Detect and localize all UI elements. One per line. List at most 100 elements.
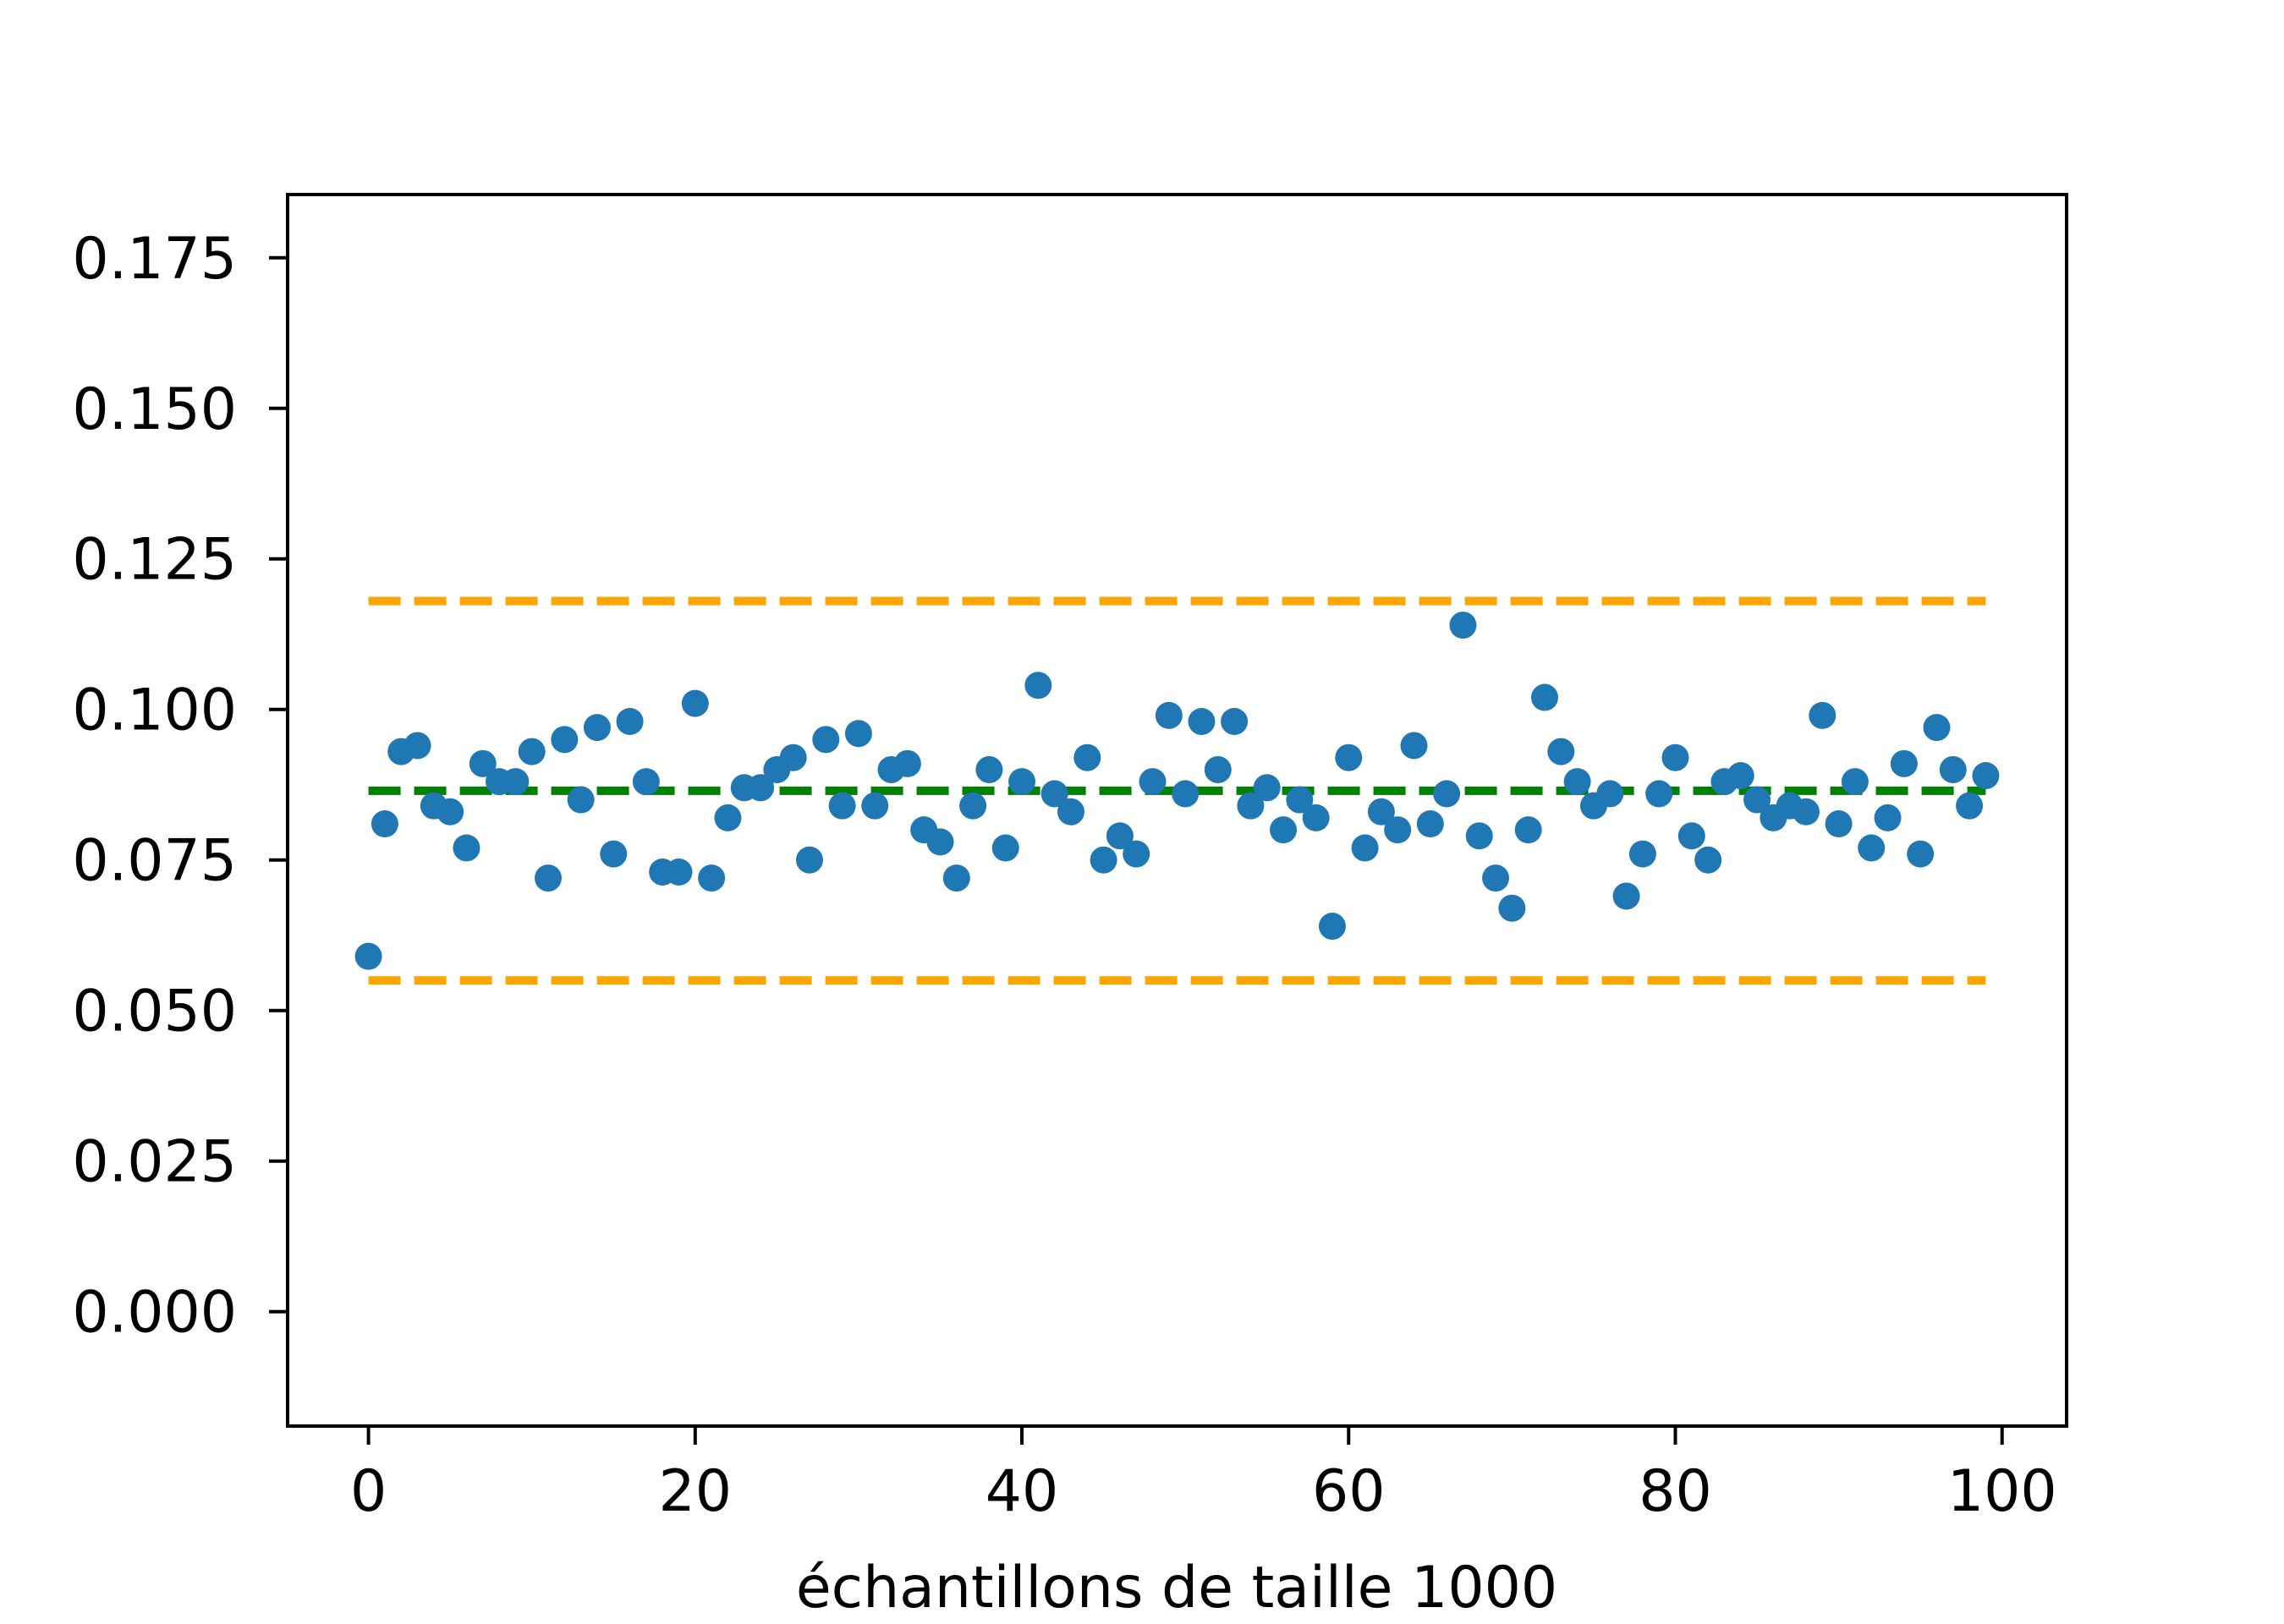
data-point <box>567 786 595 814</box>
x-axis-ticks: 0 20 40 60 80 100 <box>350 1426 2057 1525</box>
data-point <box>1270 816 1298 844</box>
x-tick-label: 60 <box>1312 1458 1386 1525</box>
data-point <box>942 864 970 892</box>
data-point <box>1024 672 1052 700</box>
data-point <box>698 864 726 892</box>
data-point <box>600 840 628 868</box>
data-point <box>1465 822 1493 850</box>
y-tick-label: 0.025 <box>72 1129 237 1196</box>
data-point <box>1907 840 1935 868</box>
data-point <box>1449 612 1477 639</box>
data-point <box>632 768 660 796</box>
data-point <box>1628 840 1656 868</box>
data-point <box>551 726 579 754</box>
y-axis-ticks: 0.000 0.025 0.050 0.075 0.100 0.125 0.150 0.175 <box>72 226 288 1347</box>
data-point <box>959 792 987 820</box>
data-point <box>1825 810 1853 838</box>
data-point <box>1890 749 1918 777</box>
data-point <box>1874 804 1902 831</box>
data-point <box>1073 743 1101 771</box>
data-point <box>1172 780 1200 808</box>
data-point <box>583 714 611 742</box>
data-point <box>616 707 644 735</box>
x-tick-label: 0 <box>350 1458 387 1525</box>
data-point <box>535 864 563 892</box>
y-tick-label: 0.050 <box>72 979 237 1045</box>
y-tick-label: 0.150 <box>72 376 237 443</box>
data-point <box>1400 732 1428 760</box>
data-point <box>1253 774 1281 802</box>
data-point <box>1057 798 1084 826</box>
data-point <box>1645 780 1673 808</box>
data-point <box>1416 810 1444 838</box>
data-point <box>665 858 693 886</box>
data-point <box>1498 894 1526 922</box>
data-point <box>844 720 872 748</box>
data-point <box>779 743 807 771</box>
data-points <box>354 612 2000 970</box>
data-point <box>1155 701 1183 729</box>
data-point <box>1596 780 1624 808</box>
data-point <box>1106 822 1134 850</box>
data-point <box>354 942 382 970</box>
data-point <box>1286 786 1314 814</box>
data-point <box>1677 822 1705 850</box>
data-point <box>1923 714 1951 742</box>
data-point <box>1090 846 1117 874</box>
data-point <box>1123 840 1150 868</box>
data-point <box>991 834 1019 862</box>
data-point <box>1743 786 1771 814</box>
y-tick-label: 0.100 <box>72 678 237 744</box>
data-point <box>1792 798 1820 826</box>
x-tick-label: 20 <box>659 1458 733 1525</box>
data-point <box>1139 768 1167 796</box>
data-point <box>1547 738 1575 765</box>
data-point <box>436 798 464 826</box>
data-point <box>1972 762 2000 790</box>
data-point <box>1008 768 1036 796</box>
data-point <box>1727 762 1754 790</box>
y-tick-label: 0.000 <box>72 1280 237 1347</box>
y-tick-label: 0.125 <box>72 527 237 594</box>
data-point <box>1482 864 1510 892</box>
data-point <box>1433 780 1461 808</box>
plot-frame <box>286 193 2068 1428</box>
data-point <box>404 732 431 760</box>
data-point <box>1040 780 1068 808</box>
data-point <box>681 689 709 717</box>
data-point <box>1335 743 1363 771</box>
data-point <box>502 768 530 796</box>
data-point <box>975 755 1003 783</box>
data-point <box>1956 792 1984 820</box>
data-point <box>1237 792 1265 820</box>
data-point <box>1563 768 1591 796</box>
data-point <box>1384 816 1412 844</box>
data-point <box>926 828 954 856</box>
data-point <box>1204 755 1232 783</box>
x-axis-label: échantillons de taille 1000 <box>796 1555 1557 1621</box>
data-point <box>1367 798 1395 826</box>
data-point <box>1939 755 1967 783</box>
data-point <box>1809 701 1837 729</box>
data-point <box>453 834 480 862</box>
data-point <box>1514 816 1542 844</box>
data-point <box>371 810 398 838</box>
data-point <box>518 738 546 765</box>
data-point <box>1531 683 1559 711</box>
data-point <box>1841 768 1869 796</box>
data-point <box>1612 882 1640 910</box>
data-point <box>1351 834 1379 862</box>
data-point <box>1318 913 1346 941</box>
x-tick-label: 40 <box>986 1458 1059 1525</box>
data-point <box>1661 743 1689 771</box>
data-point <box>893 749 921 777</box>
data-point <box>1302 804 1330 831</box>
data-point <box>1188 707 1216 735</box>
x-tick-label: 100 <box>1947 1458 2057 1525</box>
data-point <box>795 846 823 874</box>
data-point <box>1694 846 1722 874</box>
y-tick-label: 0.075 <box>72 828 237 895</box>
data-point <box>861 792 889 820</box>
